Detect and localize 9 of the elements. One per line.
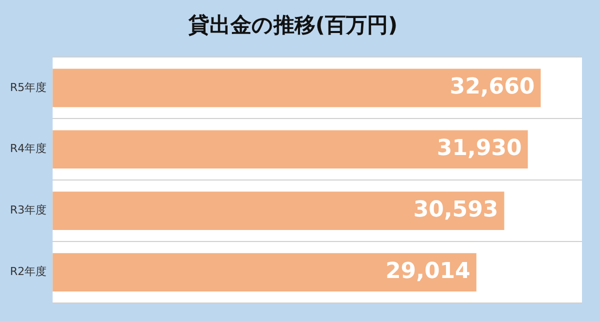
chart-title: 貸出金の推移(百万円) — [187, 13, 398, 38]
y-tick-label: R2年度 — [10, 265, 47, 278]
data-label: 31,930 — [436, 136, 522, 162]
y-tick-label: R3年度 — [10, 204, 47, 217]
data-label: 30,593 — [413, 198, 498, 223]
y-tick-label: R5年度 — [10, 80, 47, 94]
y-tick-label: R4年度 — [10, 142, 47, 156]
data-label: 32,660 — [450, 74, 535, 100]
data-label: 29,014 — [385, 258, 470, 284]
